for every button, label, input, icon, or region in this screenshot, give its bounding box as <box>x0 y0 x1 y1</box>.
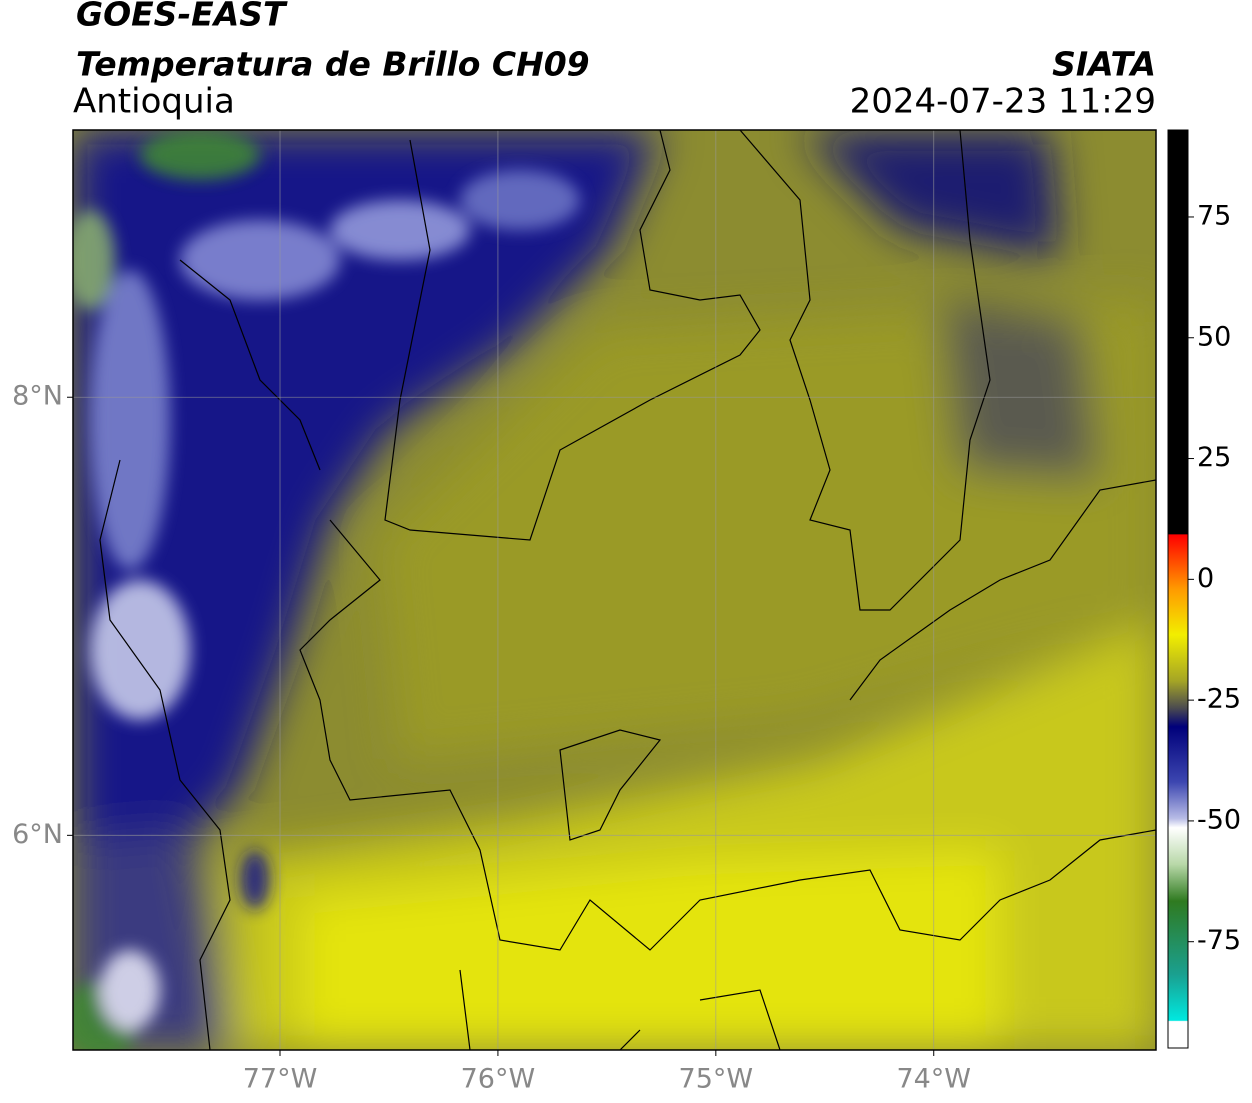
map-frame <box>72 129 1157 1051</box>
x-tick-label: 75°W <box>679 1064 754 1095</box>
colorbar-tick-label: -25 <box>1197 684 1241 715</box>
colorbar <box>1167 129 1189 1049</box>
colorbar-tick-label: -75 <box>1197 925 1241 956</box>
y-tick-label: 6°N <box>12 819 63 850</box>
graticule <box>73 130 1156 1050</box>
colorbar-tick-label: 50 <box>1197 321 1231 352</box>
y-tick-label: 8°N <box>12 381 63 412</box>
source: SIATA <box>1052 45 1156 84</box>
colorbar-tick-label: 0 <box>1197 563 1214 594</box>
satellite-image <box>73 130 1156 1050</box>
colorbar-tick-label: -50 <box>1197 804 1241 835</box>
x-tick-label: 76°W <box>461 1064 536 1095</box>
x-tick-label: 74°W <box>896 1064 971 1095</box>
colorbar-tick-label: 25 <box>1197 442 1231 473</box>
region: Antioquia <box>73 82 235 122</box>
colorbar-tick-label: 75 <box>1197 200 1231 231</box>
x-tick-label: 77°W <box>243 1064 318 1095</box>
title: GOES-EAST <box>76 0 288 34</box>
subtitle: Temperatura de Brillo CH09 <box>76 45 590 84</box>
timestamp: 2024-07-23 11:29 <box>850 82 1156 122</box>
